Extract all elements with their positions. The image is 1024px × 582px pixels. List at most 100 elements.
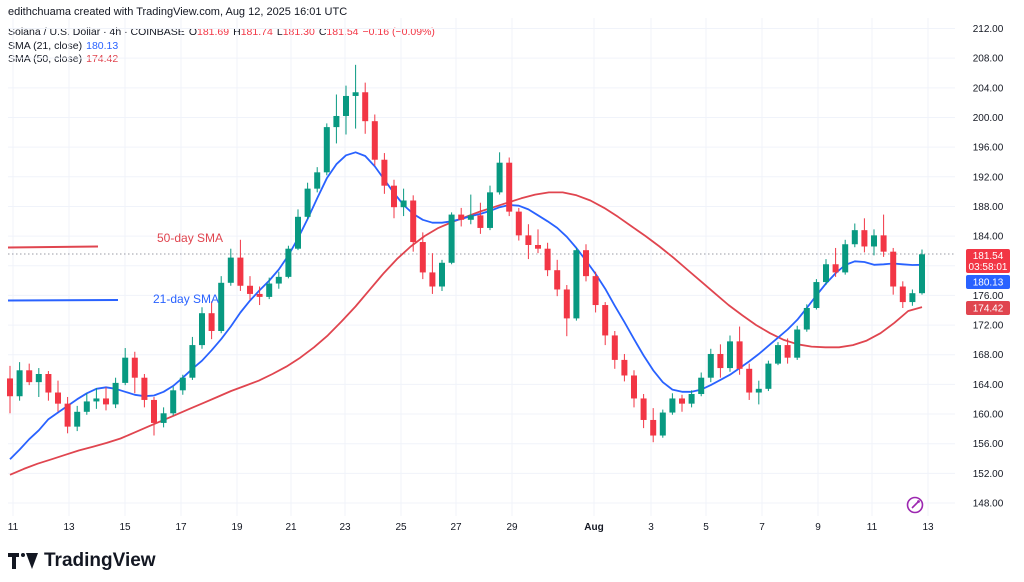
candle	[736, 326, 743, 375]
magic-icon[interactable]	[906, 496, 924, 514]
candle	[794, 325, 801, 360]
candle	[496, 152, 503, 195]
candle	[295, 209, 301, 251]
candle	[621, 353, 628, 382]
sma50-price-tag: 174.42	[966, 301, 1010, 315]
candle	[525, 224, 532, 260]
sma50-line-sample	[7, 245, 99, 249]
tradingview-brand[interactable]: TradingView	[8, 550, 156, 572]
candle	[487, 185, 493, 231]
y-tick-label: 164.00	[973, 380, 1004, 391]
candle	[237, 239, 244, 291]
sma21-tag-text: 180.13	[973, 278, 1004, 289]
candle	[160, 407, 167, 428]
candle	[122, 348, 129, 386]
candle	[659, 409, 666, 438]
candle	[832, 247, 839, 277]
candle	[131, 351, 138, 394]
candle	[218, 276, 225, 334]
candle	[275, 271, 282, 289]
candle	[679, 394, 685, 412]
candle	[199, 307, 205, 349]
sma50-series	[9, 191, 923, 476]
candle	[909, 289, 916, 306]
y-tick-label: 172.00	[973, 321, 1004, 332]
candle	[333, 94, 340, 144]
candle	[813, 279, 820, 310]
candle	[919, 249, 925, 295]
candle	[631, 370, 637, 408]
candle	[698, 372, 705, 397]
candle	[391, 179, 397, 219]
brand-name: TradingView	[44, 550, 156, 571]
y-tick-label: 188.00	[973, 202, 1004, 213]
sma50-label: SMA (50, close)	[8, 53, 83, 65]
x-tick-label: 17	[175, 522, 187, 533]
x-tick-label: 27	[450, 522, 462, 533]
candle	[304, 182, 311, 220]
x-tick-label: 25	[395, 522, 407, 533]
candles	[7, 64, 925, 443]
last-price-tag: 181.54 03:58:01	[966, 249, 1010, 273]
candle	[899, 281, 906, 309]
candle	[775, 342, 781, 366]
tradingview-logo-icon	[8, 553, 38, 569]
sma50-row[interactable]: SMA (50, close) 174.42	[8, 53, 435, 67]
x-tick-label: 15	[119, 522, 131, 533]
candle	[314, 167, 321, 193]
candle	[35, 368, 42, 397]
y-tick-label: 184.00	[973, 232, 1004, 243]
candle	[803, 304, 810, 332]
candle	[381, 153, 388, 194]
candle	[467, 194, 474, 225]
x-tick-label: 11	[8, 522, 19, 533]
sma50-line	[9, 191, 923, 476]
candle	[352, 64, 359, 129]
candle	[189, 336, 196, 380]
y-tick-label: 196.00	[973, 143, 1004, 154]
candle	[880, 214, 887, 257]
x-tick-label: Aug	[584, 522, 603, 533]
candle	[256, 286, 263, 306]
x-tick-label: 7	[759, 522, 765, 533]
x-tick-label: 21	[285, 522, 297, 533]
candle	[746, 363, 753, 400]
candle	[592, 271, 599, 313]
time-axis[interactable]: 11 13 15 17 19 21 23 25 27 29 Aug 3 5 7 9 11 13	[8, 522, 934, 533]
candle	[16, 362, 23, 401]
candle	[717, 344, 724, 378]
candle	[688, 390, 695, 408]
candle	[227, 248, 234, 286]
candle	[429, 253, 436, 294]
candle	[112, 377, 119, 409]
candle	[439, 259, 445, 291]
candle	[890, 247, 897, 295]
open-label: O	[188, 26, 197, 38]
price-axis[interactable]: 148.00 152.00 156.00 160.00 164.00 168.00 172.…	[973, 24, 1004, 510]
sma21-price-tag: 180.13	[966, 275, 1010, 289]
sma50-tag-text: 174.42	[973, 304, 1004, 315]
candle	[669, 393, 676, 415]
candle	[151, 396, 157, 436]
candle	[323, 123, 330, 176]
close-label: C	[318, 26, 327, 38]
candle	[554, 259, 561, 297]
candle	[26, 363, 33, 386]
sma21-row[interactable]: SMA (21, close) 180.13	[8, 40, 435, 54]
candle	[477, 202, 484, 234]
x-tick-label: 19	[231, 522, 243, 533]
candle	[544, 242, 551, 277]
sma21-label: SMA (21, close)	[8, 39, 83, 52]
sma21-value: 180.13	[86, 39, 119, 52]
candle	[583, 244, 589, 282]
countdown-text: 03:58:01	[969, 262, 1008, 273]
last-price-text: 181.54	[973, 251, 1004, 262]
candle	[602, 302, 609, 346]
candle	[343, 85, 349, 135]
candle	[851, 223, 858, 248]
candle	[93, 388, 100, 409]
candle	[400, 188, 407, 217]
sma21-line-sample	[7, 299, 119, 302]
candle	[640, 394, 647, 429]
